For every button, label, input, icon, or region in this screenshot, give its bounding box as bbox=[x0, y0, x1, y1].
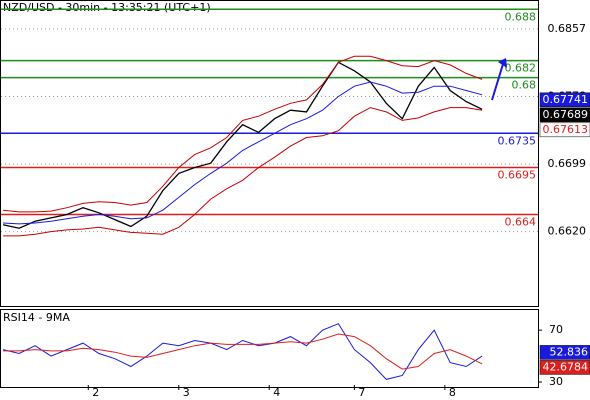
rsi-tick-label: 70 bbox=[549, 323, 563, 336]
price-tag bbox=[539, 345, 590, 360]
level-label: 0.682 bbox=[505, 62, 537, 75]
level-label: 0.6695 bbox=[498, 168, 537, 181]
price-frame bbox=[0, 0, 539, 307]
series-line bbox=[3, 55, 483, 213]
y-tick-label: 0.6857 bbox=[548, 22, 587, 35]
x-tick-label: 4 bbox=[273, 386, 280, 399]
rsi-tick-label: 30 bbox=[549, 375, 563, 388]
price-tag bbox=[539, 92, 590, 108]
level-label: 0.6735 bbox=[498, 134, 537, 147]
x-tick-label: 2 bbox=[92, 386, 99, 399]
price-tag-label: 42.6784 bbox=[543, 360, 589, 373]
price-tag-label: 0.67689 bbox=[543, 108, 589, 121]
y-tick-label: 0.6620 bbox=[548, 225, 587, 238]
series-line bbox=[3, 107, 483, 237]
x-tick-label: 7 bbox=[358, 386, 365, 399]
series-line bbox=[3, 333, 483, 370]
arrow bbox=[491, 58, 507, 101]
chart-title: NZD/USD - 30min - 13:35:21 (UTC+1) bbox=[3, 1, 211, 14]
level-label: 0.68 bbox=[512, 79, 537, 92]
series-line bbox=[3, 81, 483, 225]
level-label: 0.664 bbox=[505, 215, 537, 228]
price-tag bbox=[539, 360, 590, 375]
price-tag-label: 0.67741 bbox=[543, 93, 589, 106]
series-line bbox=[2, 323, 483, 380]
price-tag bbox=[539, 107, 590, 123]
series-line bbox=[2, 61, 483, 229]
x-tick-label: 3 bbox=[183, 386, 190, 399]
price-tag-label: 0.67613 bbox=[543, 123, 589, 136]
level-label: 0.688 bbox=[505, 10, 537, 23]
price-tag bbox=[539, 122, 590, 138]
y-tick-label: 0.6699 bbox=[548, 157, 587, 170]
price-tag-label: 52.836 bbox=[550, 345, 589, 358]
x-tick-label: 8 bbox=[449, 386, 456, 399]
rsi-title: RSI14 - 9MA bbox=[3, 311, 70, 324]
